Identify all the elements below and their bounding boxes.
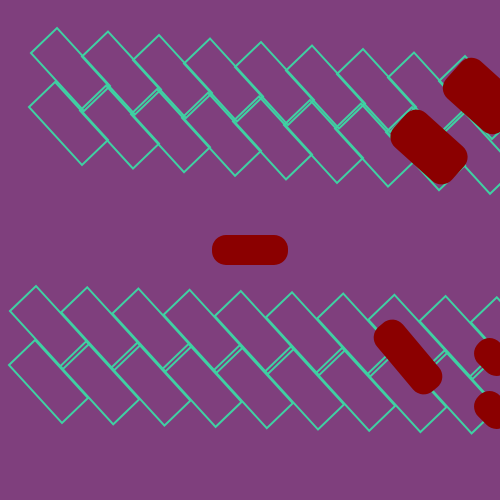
parked-car-upper-2: [442, 57, 500, 135]
lower-lot-back-row-stall-10: [469, 295, 500, 356]
parked-car-lower-1: [373, 319, 443, 395]
cars: [212, 57, 500, 429]
upper-lot: [27, 26, 500, 196]
player-car[interactable]: [212, 235, 288, 265]
upper-lot-back-row: [29, 26, 500, 141]
parked-car-lower-2: [474, 338, 500, 376]
parked-car-upper-1: [390, 109, 468, 185]
upper-lot-front-row-stall-9: [435, 109, 500, 196]
parked-car-lower-3: [474, 391, 500, 429]
